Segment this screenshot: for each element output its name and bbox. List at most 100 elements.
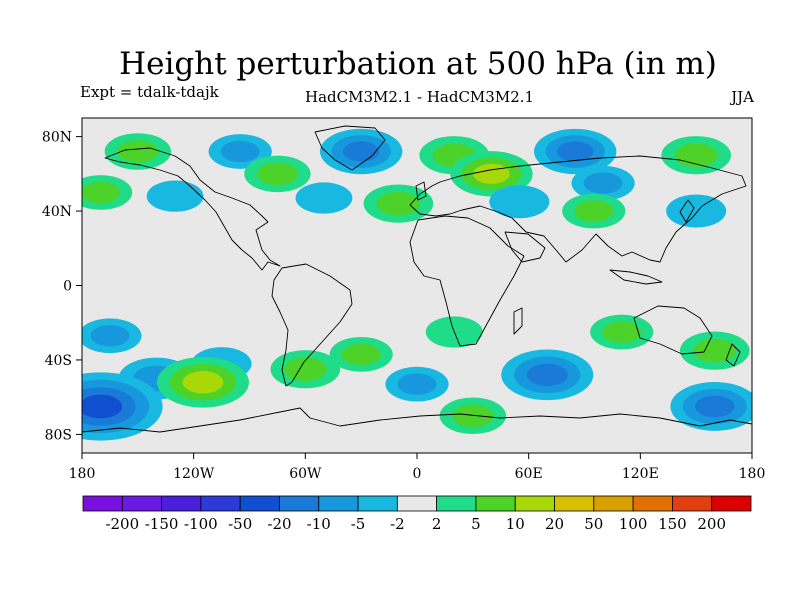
anomaly-29 <box>670 382 752 431</box>
anomaly-22 <box>329 336 393 372</box>
colorbar-label-2: -100 <box>184 515 218 533</box>
axis-ticks: 180 120W 60W 0 60E 120E 180 80N 40N 0 40S 80S <box>42 130 765 482</box>
colorbar-swatch-0 <box>82 495 123 512</box>
colorbar-label-3: -50 <box>228 515 252 533</box>
colorbar-swatch-11 <box>514 495 555 512</box>
coast-new-zealand <box>725 343 741 367</box>
coast-eurasia <box>409 155 747 263</box>
y-tick-label-4: 80S <box>45 427 72 443</box>
anomaly-6-level-2 <box>342 141 380 162</box>
anomaly-3-level-1 <box>220 140 260 163</box>
coast-uk <box>415 181 427 201</box>
coast-australia <box>633 305 713 355</box>
season-label: JJA <box>731 88 754 106</box>
y-tick-label-3: 40S <box>45 353 72 369</box>
anomaly-0-level-1 <box>117 140 159 163</box>
anomaly-12-level-1 <box>583 172 623 194</box>
anomaly-19-level-2 <box>182 371 224 394</box>
anomaly-14 <box>661 136 731 175</box>
anomaly-field <box>82 128 752 441</box>
colorbar-swatch-6 <box>318 495 359 512</box>
experiment-label: Expt = tdalk-tdajk <box>80 83 219 101</box>
colorbar-swatch-7 <box>357 495 398 512</box>
anomaly-20-level-1 <box>283 357 327 382</box>
anomaly-15-level-0 <box>666 194 727 228</box>
anomaly-19 <box>156 356 249 408</box>
anomaly-5 <box>295 182 353 214</box>
anomaly-5-level-0 <box>295 182 353 214</box>
coast-africa <box>409 215 525 347</box>
colorbar-swatch-9 <box>436 495 477 512</box>
anomaly-16 <box>82 318 142 354</box>
anomaly-25-level-2 <box>526 363 568 387</box>
model-label: HadCM3M2.1 - HadCM3M2.1 <box>305 88 535 106</box>
anomaly-25 <box>501 349 594 401</box>
chart-title: Height perturbation at 500 hPa (in m) <box>119 46 717 82</box>
colorbar-label-7: -2 <box>390 515 405 533</box>
anomaly-28 <box>679 331 750 370</box>
anomaly-10 <box>489 185 550 219</box>
anomaly-22-level-1 <box>341 343 381 366</box>
anomaly-10-level-0 <box>489 185 550 219</box>
anomaly-0 <box>104 133 172 170</box>
anomaly-7-level-1 <box>376 191 420 216</box>
anomaly-15 <box>666 194 727 228</box>
colorbar-swatch-4 <box>239 495 280 512</box>
anomaly-20 <box>270 350 341 389</box>
anomaly-11-level-2 <box>556 141 594 162</box>
coast-indonesia <box>609 269 663 285</box>
anomaly-26 <box>439 397 507 435</box>
coast-south-america <box>271 263 353 387</box>
coast-madagascar <box>513 307 523 335</box>
colorbar-label-15: 200 <box>697 515 726 533</box>
x-tick-label-0: 180 <box>69 466 96 482</box>
colorbar-label-8: 2 <box>432 515 442 533</box>
colorbar-swatch-3 <box>200 495 241 512</box>
colorbar-label-1: -150 <box>145 515 179 533</box>
colorbar-swatch-5 <box>279 495 320 512</box>
y-tick-label-2: 0 <box>63 279 72 295</box>
x-tick-label-3: 0 <box>413 466 422 482</box>
coast-japan <box>679 199 695 223</box>
anomaly-27-level-1 <box>602 321 642 343</box>
anomaly-7 <box>363 184 434 223</box>
anomaly-1-level-1 <box>82 181 121 204</box>
anomaly-9-level-2 <box>473 163 510 184</box>
coastlines <box>82 125 752 433</box>
coast-arabia <box>504 231 546 263</box>
anomaly-4-level-1 <box>256 162 298 186</box>
anomaly-6 <box>319 128 403 175</box>
colorbar-label-5: -10 <box>307 515 331 533</box>
anomaly-14-level-1 <box>674 143 718 168</box>
colorbar-swatch-10 <box>475 495 516 512</box>
colorbar-label-12: 50 <box>584 515 603 533</box>
anomaly-26-level-1 <box>452 404 494 428</box>
anomaly-9 <box>450 151 533 197</box>
x-tick-label-4: 60E <box>515 466 543 482</box>
colorbar-label-0: -200 <box>105 515 139 533</box>
colorbar-label-4: -20 <box>267 515 291 533</box>
anomaly-13 <box>562 193 626 229</box>
colorbar-swatch-12 <box>554 495 595 512</box>
y-tick-label-0: 80N <box>42 130 72 146</box>
y-tick-label-1: 40N <box>42 204 72 220</box>
anomaly-1 <box>82 175 133 210</box>
anomaly-29-level-2 <box>695 395 735 418</box>
anomaly-4 <box>244 155 311 193</box>
anomaly-28-level-1 <box>693 338 737 363</box>
colorbar-label-9: 5 <box>471 515 481 533</box>
coast-antarctica <box>82 407 752 433</box>
anomaly-16-level-1 <box>90 325 130 347</box>
anomaly-2-level-0 <box>146 180 204 212</box>
colorbar-label-14: 150 <box>658 515 687 533</box>
x-tick-label-5: 120E <box>622 466 659 482</box>
anomaly-21 <box>82 372 163 441</box>
colorbar-swatch-8 <box>396 495 438 512</box>
anomaly-2 <box>146 180 204 212</box>
colorbar-swatch-2 <box>161 495 202 512</box>
colorbar-label-6: -5 <box>351 515 366 533</box>
anomaly-11 <box>533 128 617 175</box>
colorbar-label-10: 10 <box>506 515 525 533</box>
x-tick-label-6: 180 <box>739 466 766 482</box>
